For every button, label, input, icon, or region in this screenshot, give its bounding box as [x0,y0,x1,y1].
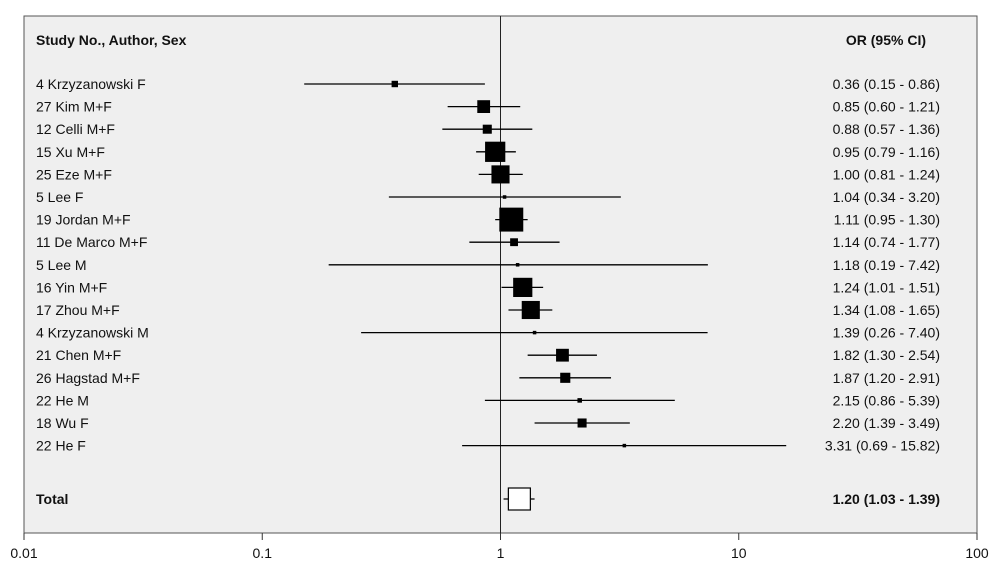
or-ci-value: 0.85 (0.60 - 1.21) [833,99,940,115]
study-label: 18 Wu F [36,415,89,431]
study-row: 12 Celli M+F 0.88 (0.57 - 1.36) [36,121,940,137]
x-tick-label: 10 [731,545,747,561]
study-row: 5 Lee M 1.18 (0.19 - 7.42) [36,257,940,273]
or-ci-value: 1.87 (1.20 - 2.91) [833,370,940,386]
study-rows: 4 Krzyzanowski F 0.36 (0.15 - 0.86) 27 Kim… [36,76,940,511]
or-ci-value: 1.34 (1.08 - 1.65) [833,302,940,318]
study-label: 25 Eze M+F [36,166,112,182]
x-axis-ticks: 0.01 0.1 1 10 100 [10,533,989,561]
study-label: 11 De Marco M+F [36,234,147,250]
or-marker [491,165,510,184]
or-ci-value: 1.04 (0.34 - 3.20) [833,189,940,205]
study-row: 11 De Marco M+F 1.14 (0.74 - 1.77) [36,234,940,250]
or-marker [513,277,533,297]
or-ci-value: 1.14 (0.74 - 1.77) [833,234,940,250]
or-ci-value: 0.88 (0.57 - 1.36) [833,121,940,137]
or-ci-value: 3.31 (0.69 - 15.82) [825,438,940,454]
or-ci-value: 1.00 (0.81 - 1.24) [833,166,940,182]
header-or-label: OR (95% CI) [846,32,926,48]
study-label: 17 Zhou M+F [36,302,120,318]
study-row: 19 Jordan M+F 1.11 (0.95 - 1.30) [36,207,940,232]
study-row: 27 Kim M+F 0.85 (0.60 - 1.21) [36,99,940,115]
or-marker [477,100,491,113]
study-label: 4 Krzyzanowski F [36,76,146,92]
total-label: Total [36,491,68,507]
study-label: 19 Jordan M+F [36,212,131,228]
or-marker [391,80,398,88]
or-marker [482,124,492,134]
study-row: 5 Lee F 1.04 (0.34 - 3.20) [36,189,940,205]
study-row: 4 Krzyzanowski M 1.39 (0.26 - 7.40) [36,325,940,341]
or-marker [485,141,506,162]
study-label: 26 Hagstad M+F [36,370,140,386]
study-label: 16 Yin M+F [36,279,107,295]
study-row: 26 Hagstad M+F 1.87 (1.20 - 2.91) [36,370,940,386]
study-row: 22 He M 2.15 (0.86 - 5.39) [36,392,940,408]
or-ci-value: 0.36 (0.15 - 0.86) [833,76,940,92]
or-ci-value: 1.11 (0.95 - 1.30) [834,212,940,228]
or-marker [560,372,571,383]
study-row: 18 Wu F 2.20 (1.39 - 3.49) [36,415,940,431]
header-study-label: Study No., Author, Sex [36,32,187,48]
x-tick-label: 0.1 [253,545,273,561]
or-marker [521,300,540,320]
total-or-ci-value: 1.20 (1.03 - 1.39) [833,491,940,507]
or-marker [510,238,518,247]
or-ci-value: 1.24 (1.01 - 1.51) [833,279,940,295]
total-marker [507,487,531,511]
study-row: 15 Xu M+F 0.95 (0.79 - 1.16) [36,141,940,162]
study-row: 25 Eze M+F 1.00 (0.81 - 1.24) [36,165,940,184]
study-label: 22 He M [36,392,89,408]
study-label: 4 Krzyzanowski M [36,325,149,341]
study-label: 22 He F [36,438,86,454]
study-label: 5 Lee M [36,257,87,273]
or-marker [577,418,587,428]
x-tick-label: 100 [965,545,989,561]
or-marker [577,398,582,403]
study-label: 15 Xu M+F [36,144,105,160]
study-row: 21 Chen M+F 1.82 (1.30 - 2.54) [36,347,940,363]
or-ci-value: 1.39 (0.26 - 7.40) [833,325,940,341]
or-ci-value: 1.82 (1.30 - 2.54) [833,347,940,363]
study-row: 4 Krzyzanowski F 0.36 (0.15 - 0.86) [36,76,940,92]
study-label: 12 Celli M+F [36,121,115,137]
total-row: Total 1.20 (1.03 - 1.39) [36,487,940,511]
or-marker [515,263,520,267]
x-tick-label: 0.01 [10,545,37,561]
study-row: 17 Zhou M+F 1.34 (1.08 - 1.65) [36,300,940,320]
study-row: 16 Yin M+F 1.24 (1.01 - 1.51) [36,277,940,297]
or-marker [499,207,524,232]
study-label: 27 Kim M+F [36,99,112,115]
or-marker [622,443,627,448]
or-ci-value: 2.15 (0.86 - 5.39) [833,392,940,408]
or-ci-value: 0.95 (0.79 - 1.16) [833,144,940,160]
study-label: 21 Chen M+F [36,347,121,363]
or-marker [556,348,569,362]
or-marker [532,330,537,335]
or-ci-value: 1.18 (0.19 - 7.42) [833,257,940,273]
study-row: 22 He F 3.31 (0.69 - 15.82) [36,438,940,454]
or-ci-value: 2.20 (1.39 - 3.49) [833,415,940,431]
study-label: 5 Lee F [36,189,83,205]
or-marker [502,195,507,199]
x-tick-label: 1 [497,545,505,561]
